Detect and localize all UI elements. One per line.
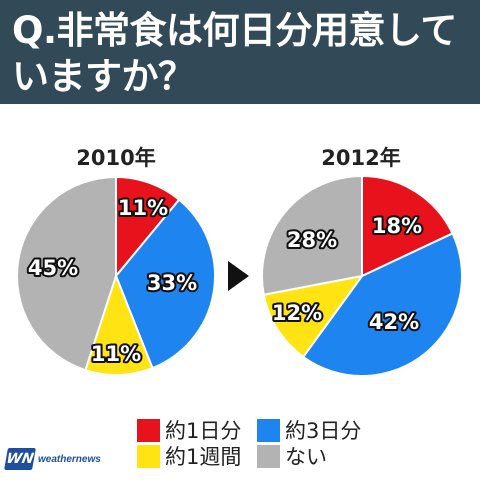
pie-slice-2010-1day	[115, 175, 181, 279]
data-label-2012-3day: 42%	[369, 310, 419, 334]
legend-label-1week: 約1週間	[165, 445, 242, 469]
data-label-2010-1day: 11%	[118, 196, 168, 220]
chart-title-2010: 2010年	[76, 146, 156, 170]
data-label-2010-3day: 33%	[147, 271, 197, 295]
pie-slice-2010-none	[16, 175, 117, 372]
header-banner: Q.非常食は何日分用意していますか？	[0, 0, 480, 104]
pie-slice-2010-1week	[84, 273, 154, 376]
legend-item-none: ない	[257, 443, 327, 469]
pie-slice-2012-3day	[301, 232, 463, 377]
chart-title-2012: 2012年	[321, 146, 401, 170]
data-label-2010-1week: 11%	[91, 342, 141, 366]
logo-text: weathernews	[38, 453, 101, 465]
pie-slice-2012-1day	[361, 174, 454, 278]
legend-swatch-1week	[137, 444, 160, 468]
legend-item-1day: 約1日分	[137, 417, 241, 443]
legend-swatch-1day	[137, 418, 160, 442]
legend-item-1week: 約1週間	[137, 443, 241, 469]
pie-slice-2012-1week	[262, 274, 365, 359]
arrow-right-icon	[228, 261, 249, 291]
pie-slice-2010-3day	[114, 198, 216, 370]
legend-item-3day: 約3日分	[257, 417, 361, 443]
data-label-2012-1day: 18%	[372, 214, 422, 238]
data-label-2012-none: 28%	[287, 228, 337, 252]
legend-swatch-3day	[257, 418, 280, 442]
legend-label-3day: 約3日分	[285, 419, 362, 443]
logo-mark: WN	[4, 448, 36, 470]
question-title: Q.非常食は何日分用意していますか？	[12, 9, 457, 98]
weathernews-logo: WN weathernews	[4, 446, 101, 472]
legend-swatch-none	[257, 444, 280, 468]
legend-label-none: ない	[285, 445, 327, 469]
data-label-2012-1week: 12%	[272, 301, 322, 325]
legend-label-1day: 約1日分	[165, 419, 242, 443]
pie-slice-2012-none	[261, 174, 363, 296]
data-label-2010-none: 45%	[28, 256, 78, 280]
